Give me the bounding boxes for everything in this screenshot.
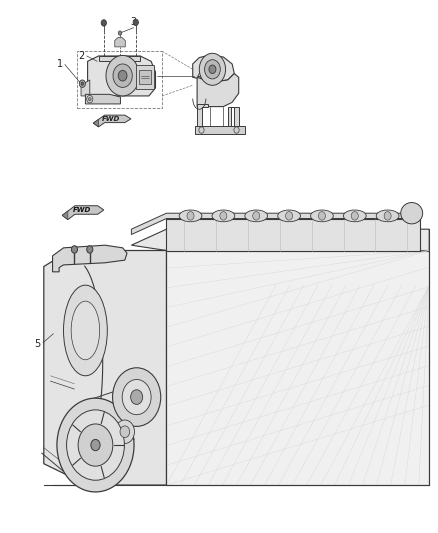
Text: FWD: FWD [73, 207, 92, 213]
Circle shape [286, 212, 293, 220]
Polygon shape [166, 251, 429, 485]
Polygon shape [195, 126, 245, 134]
Text: 2: 2 [78, 51, 85, 61]
Circle shape [220, 212, 227, 220]
Circle shape [122, 379, 151, 415]
Text: 4: 4 [196, 71, 202, 81]
Circle shape [71, 246, 78, 253]
Ellipse shape [179, 210, 202, 222]
Polygon shape [81, 80, 90, 96]
Polygon shape [131, 229, 429, 251]
Circle shape [120, 426, 130, 438]
Polygon shape [193, 55, 234, 82]
Text: FWD: FWD [102, 116, 120, 122]
Circle shape [118, 31, 122, 35]
Circle shape [57, 398, 134, 492]
Ellipse shape [278, 210, 300, 222]
Polygon shape [88, 56, 155, 96]
Ellipse shape [376, 210, 399, 222]
Circle shape [205, 60, 220, 79]
Polygon shape [228, 107, 239, 129]
Circle shape [253, 212, 260, 220]
Circle shape [91, 439, 100, 451]
Circle shape [118, 70, 127, 81]
Polygon shape [99, 56, 140, 61]
Text: 3: 3 [131, 17, 137, 27]
Circle shape [88, 98, 91, 101]
Polygon shape [197, 104, 208, 128]
Ellipse shape [64, 285, 107, 376]
Polygon shape [62, 206, 104, 220]
Circle shape [101, 20, 106, 26]
Ellipse shape [245, 210, 268, 222]
Circle shape [351, 212, 358, 220]
Polygon shape [115, 37, 125, 47]
Circle shape [113, 368, 161, 426]
Polygon shape [93, 115, 131, 127]
Circle shape [113, 64, 132, 87]
Circle shape [115, 420, 134, 443]
Polygon shape [62, 211, 68, 220]
Circle shape [384, 212, 391, 220]
Ellipse shape [212, 210, 235, 222]
Circle shape [79, 80, 85, 87]
Polygon shape [93, 119, 99, 127]
Text: 5: 5 [35, 339, 41, 349]
Circle shape [199, 53, 226, 85]
Circle shape [133, 19, 138, 26]
Bar [77, 51, 162, 108]
Circle shape [318, 212, 325, 220]
Polygon shape [197, 74, 239, 107]
Polygon shape [131, 213, 420, 235]
Polygon shape [136, 65, 154, 89]
Polygon shape [85, 94, 120, 104]
Text: 1: 1 [57, 60, 63, 69]
Circle shape [106, 55, 139, 96]
Polygon shape [166, 219, 420, 251]
Circle shape [67, 410, 124, 480]
Circle shape [209, 65, 216, 74]
Circle shape [81, 82, 84, 85]
Circle shape [187, 212, 194, 220]
Ellipse shape [71, 301, 99, 360]
Circle shape [78, 424, 113, 466]
Polygon shape [53, 245, 127, 272]
Ellipse shape [343, 210, 366, 222]
Ellipse shape [311, 210, 333, 222]
Polygon shape [44, 251, 166, 485]
Circle shape [131, 390, 143, 405]
Circle shape [87, 246, 93, 253]
Polygon shape [139, 70, 151, 84]
Ellipse shape [401, 203, 423, 224]
